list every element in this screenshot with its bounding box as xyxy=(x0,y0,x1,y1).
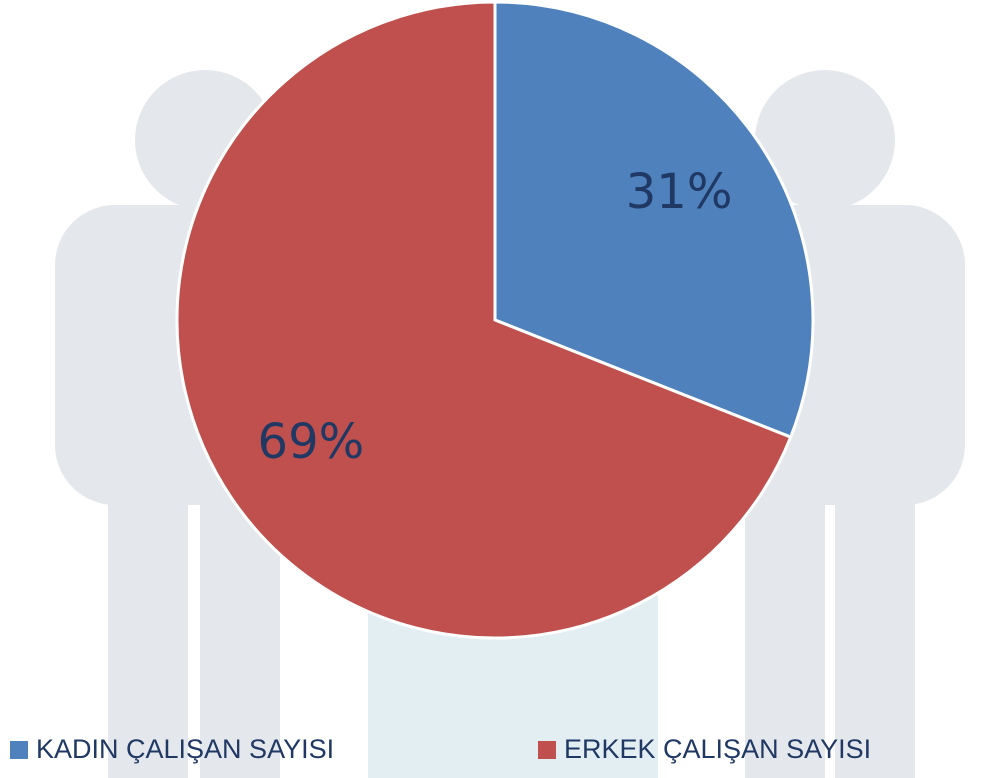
pie-slice xyxy=(493,0,815,440)
legend-label: ERKEK ÇALIŞAN SAYISI xyxy=(564,734,871,764)
pie: 31% 69% xyxy=(175,0,815,640)
legend-swatch xyxy=(10,741,28,759)
data-label: 31% xyxy=(626,164,733,220)
legend-label: KADIN ÇALIŞAN SAYISI xyxy=(36,734,334,764)
pie-slice xyxy=(175,0,793,640)
legend-swatch xyxy=(538,741,556,759)
legend: KADIN ÇALIŞAN SAYISI ERKEK ÇALIŞAN SAYISI xyxy=(10,734,871,764)
data-label: 69% xyxy=(258,414,365,470)
